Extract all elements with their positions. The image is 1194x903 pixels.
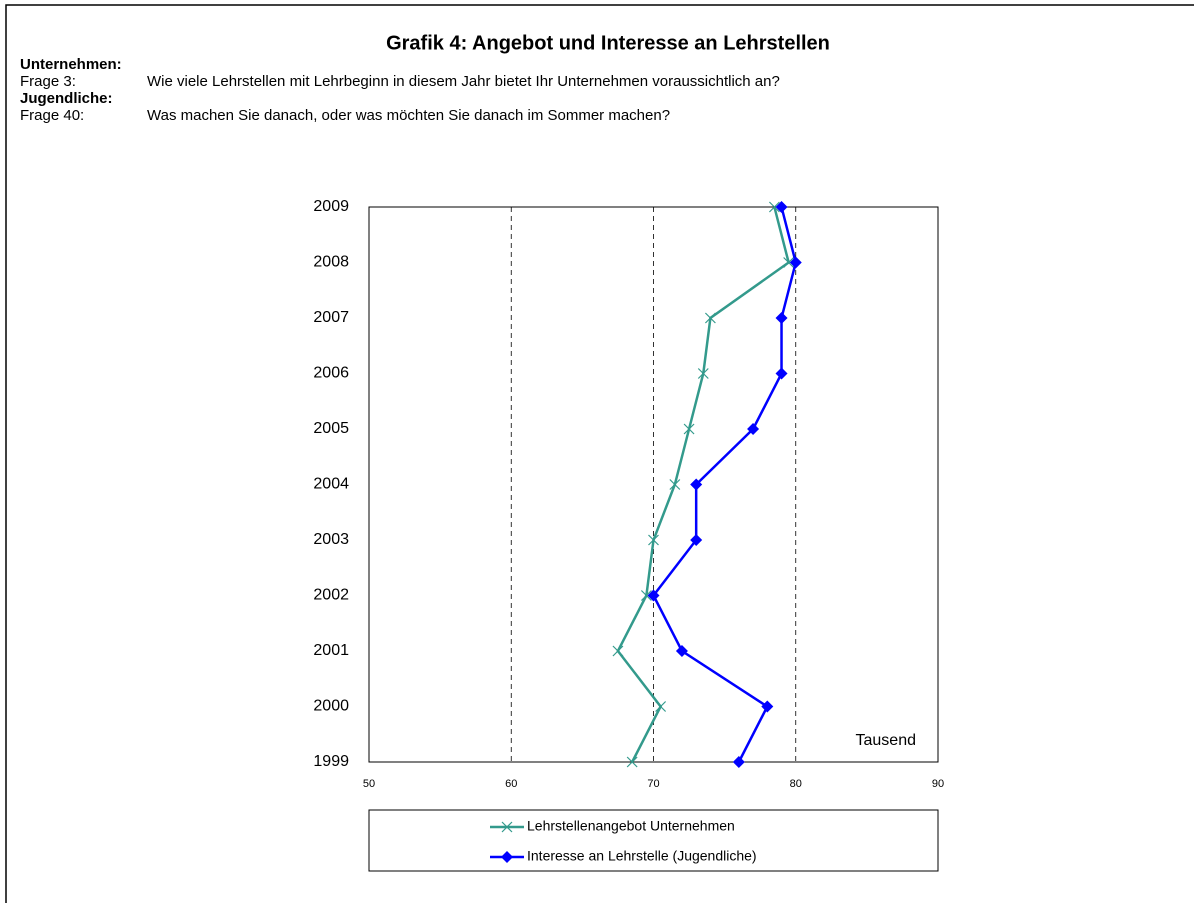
series-line bbox=[616, 206, 791, 763]
marker bbox=[775, 312, 788, 324]
x-tick-label: 90 bbox=[932, 778, 944, 790]
plot-area bbox=[368, 206, 939, 763]
marker bbox=[669, 479, 681, 490]
marker bbox=[501, 821, 513, 833]
y-tick-label: 1999 bbox=[313, 753, 349, 770]
marker bbox=[761, 700, 774, 713]
legend-label: Interesse an Lehrstelle (Jugendliche) bbox=[527, 848, 757, 864]
chart-title: Grafik 4: Angebot und Interesse an Lehrs… bbox=[386, 32, 830, 54]
question-label: Frage 40: bbox=[20, 107, 84, 124]
marker bbox=[626, 756, 638, 768]
x-tick-label: 70 bbox=[647, 778, 659, 790]
marker bbox=[732, 756, 745, 768]
marker bbox=[647, 589, 660, 602]
legend-box bbox=[368, 809, 939, 872]
question-label: Frage 3: bbox=[20, 73, 76, 90]
marker bbox=[747, 423, 760, 435]
marker bbox=[697, 368, 709, 379]
y-tick-label: 2004 bbox=[313, 476, 349, 493]
y-tick-label: 2001 bbox=[313, 642, 349, 659]
y-tick-label: 2000 bbox=[313, 698, 349, 715]
y-tick-label: 2002 bbox=[313, 587, 349, 604]
question: Wie viele Lehrstellen mit Lehrbeginn in … bbox=[147, 73, 780, 90]
marker bbox=[690, 534, 703, 546]
legend-label: Lehrstellenangebot Unternehmen bbox=[527, 818, 735, 834]
y-tick-label: 2003 bbox=[313, 531, 349, 548]
unit-annotation: Tausend bbox=[856, 732, 917, 749]
marker bbox=[768, 201, 780, 213]
group-label: Jugendliche: bbox=[20, 90, 113, 107]
y-tick-label: 2007 bbox=[313, 309, 349, 326]
y-tick-label: 2005 bbox=[313, 420, 349, 437]
x-tick-label: 80 bbox=[790, 778, 802, 790]
marker bbox=[783, 257, 795, 268]
marker bbox=[789, 256, 802, 269]
group-label: Unternehmen: bbox=[20, 56, 122, 73]
marker bbox=[683, 423, 695, 435]
marker bbox=[501, 851, 513, 863]
y-tick-label: 2009 bbox=[313, 198, 349, 215]
marker bbox=[648, 534, 659, 546]
x-tick-label: 60 bbox=[505, 778, 517, 790]
y-tick-label: 2006 bbox=[313, 365, 349, 382]
marker bbox=[775, 367, 788, 380]
question: Was machen Sie danach, oder was möchten … bbox=[147, 107, 670, 124]
x-tick-label: 50 bbox=[363, 778, 375, 790]
marker bbox=[640, 590, 652, 601]
marker bbox=[675, 645, 688, 657]
marker bbox=[775, 201, 788, 213]
frame bbox=[5, 4, 1194, 903]
marker bbox=[655, 701, 667, 712]
marker bbox=[704, 312, 716, 324]
y-tick-label: 2008 bbox=[313, 254, 349, 271]
marker bbox=[690, 478, 703, 491]
marker bbox=[612, 645, 624, 657]
